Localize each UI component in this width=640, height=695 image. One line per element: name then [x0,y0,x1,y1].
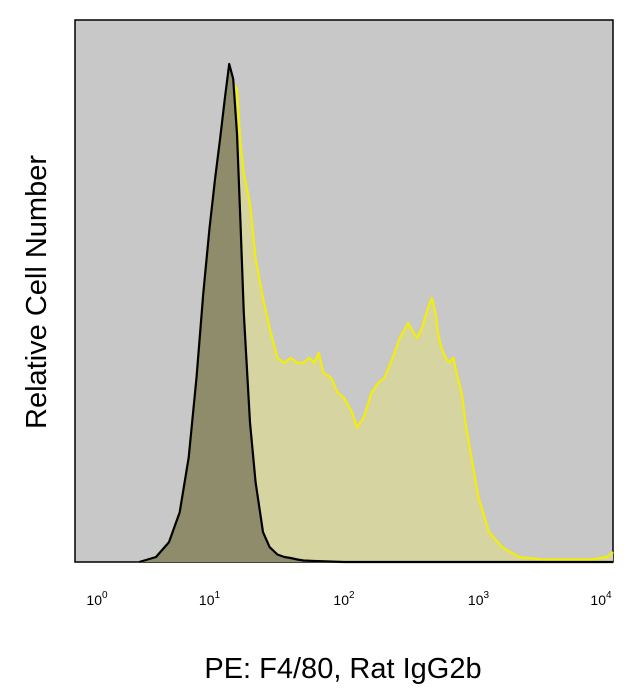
x-tick-label: 104 [590,590,612,608]
series-1-area [139,83,613,563]
x-tick-label: 101 [199,590,221,608]
x-axis-label: PE: F4/80, Rat IgG2b [204,653,481,685]
series-layer [138,62,614,564]
x-tick-labels: 100 101 102 103 104 [86,590,612,608]
x-tick-label: 100 [86,590,108,608]
series-2-line [138,62,613,564]
series-2-area [139,64,613,562]
y-axis-label: Relative Cell Number [21,155,53,429]
x-tick-label: 103 [468,590,490,608]
x-tick-label: 102 [333,590,355,608]
